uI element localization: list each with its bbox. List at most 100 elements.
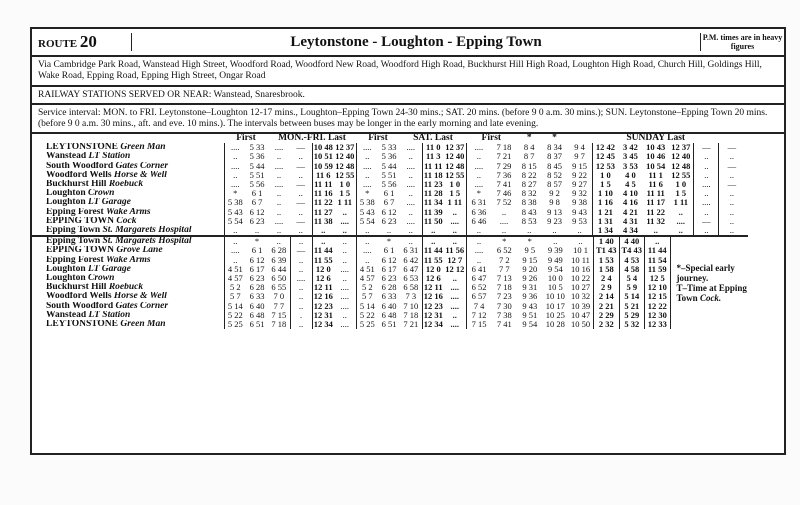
departure-time: 12 5 (644, 274, 670, 284)
timetable-row: Loughton LT Garage 5 38 6 7.. —11 22 1 11 5 3… (32, 198, 745, 208)
departure-time: .... (465, 143, 492, 153)
departure-time: 11 1 (648, 170, 663, 180)
departure-time: 5 33 (381, 143, 397, 153)
departure-time: 7 29 (496, 161, 512, 171)
stop-name: Buckhurst Hill Roebuck (32, 283, 224, 292)
departure-time: 10 50 (570, 320, 591, 330)
departure-time: 9 8 (549, 198, 560, 208)
departure-time: 11 23 (421, 180, 444, 190)
departure-time: 6 42 (403, 255, 419, 265)
departure-time: .... (355, 180, 378, 190)
departure-time: 11 11 (646, 189, 665, 199)
departure-time: 1 0 (449, 180, 461, 190)
departure-time: 5 38 (223, 198, 246, 208)
departure-time: .. (452, 274, 457, 284)
departure-time: 12 23 (421, 301, 444, 311)
departure-time: 8 22 (521, 170, 537, 180)
column-heading: * (552, 134, 557, 143)
stop-town: South Woodford (46, 301, 114, 311)
departure-time: 6 17 (381, 264, 397, 274)
departure-time: 8 53 (521, 216, 537, 226)
stop-place: St. Margarets Hospital (102, 236, 192, 247)
departure-time: 6 28 (249, 283, 265, 293)
departure-time: .. (311, 226, 334, 236)
departure-time: 7 46 (496, 189, 512, 199)
departure-time: .. (289, 255, 312, 265)
timetable-row: Epping Forest Wake Arms.. 6 12 6 39.. 11 55… (32, 255, 748, 265)
departure-time: 3 53 (622, 161, 638, 171)
departure-time: 12 40 (445, 152, 465, 162)
departure-time: .. (578, 236, 583, 247)
departure-time: .. (276, 170, 282, 180)
departure-time: 12 30 (644, 310, 670, 321)
departure-time: .. (465, 255, 492, 265)
stop-name: Loughton LT Garage (32, 198, 224, 207)
departure-time: .... (465, 161, 492, 171)
departure-time: .... (499, 216, 509, 226)
departure-time: .... (340, 301, 350, 311)
departure-time: 7 15 (271, 310, 287, 320)
stop-name: Wanstead LT Station (32, 311, 224, 320)
departure-time: .. (355, 170, 378, 181)
departure-time: .. (342, 236, 347, 247)
departure-time: 9 4 (574, 143, 585, 153)
stop-place: LT Station (88, 310, 131, 320)
departure-time: .. (342, 207, 347, 217)
stop-place: Gates Corner (115, 161, 169, 171)
service-interval: Service interval: MON. to FRI. Leytonsto… (32, 105, 784, 134)
departure-time: 2 21 (593, 301, 619, 311)
departure-time: 5 38 (355, 198, 378, 208)
stop-town: EPPING TOWN (46, 216, 115, 226)
stop-place: Roebuck (108, 180, 144, 190)
departure-time: 9 32 (572, 189, 588, 199)
departure-time: .. (355, 236, 378, 247)
stop-place: Wake Arms (106, 207, 151, 217)
departure-time: 4 51 (223, 264, 246, 275)
departure-time: 8 37 (547, 152, 562, 162)
departure-time: .. (223, 152, 246, 162)
departure-time: .. (342, 255, 347, 265)
departure-time: .... (223, 161, 246, 171)
departure-time: 8 38 (521, 198, 537, 208)
departure-time: 6 1 (251, 246, 263, 256)
stop-name: LEYTONSTONE Green Man (32, 143, 224, 152)
departure-time: 12 10 (644, 283, 670, 293)
stop-town: Loughton (46, 189, 86, 199)
departure-time: .... (340, 292, 350, 302)
departure-time: 5 21 (618, 301, 645, 311)
stop-place: Crown (87, 274, 115, 284)
departure-time: 9 23 (547, 216, 562, 226)
departure-time: 11 34 (421, 198, 444, 208)
departure-time: 9 53 (572, 216, 588, 226)
departure-time: .. (408, 226, 413, 236)
column-heading: First (368, 134, 388, 143)
departure-time: 2 14 (593, 292, 619, 302)
departure-time: 11 50 (421, 216, 444, 227)
departure-time: 7 0 (273, 292, 285, 302)
departure-time: — (718, 180, 745, 190)
departure-time: 11 39 (421, 207, 444, 217)
departure-time: 10 43 (646, 143, 666, 153)
departure-time: 6 12 (249, 207, 265, 217)
departure-time: T1 43 (593, 246, 619, 256)
departure-time: .... (450, 301, 460, 311)
departure-time: 6 12 (381, 255, 397, 265)
departure-time: 10 28 (545, 320, 565, 330)
departure-time: 5 9 (618, 283, 645, 293)
departure-time: 4 53 (618, 255, 645, 265)
departure-time: 10 27 (570, 283, 591, 293)
departure-time: — (296, 143, 306, 153)
departure-time: 6 28 (271, 246, 287, 256)
departure-time: 6 12 (381, 207, 397, 217)
departure-time: 12 6 (311, 274, 334, 284)
departure-time: 7 7 (273, 301, 285, 311)
departure-time: 8 4 (523, 143, 535, 153)
departure-time: .. (718, 189, 745, 199)
departure-time: 5 44 (249, 161, 265, 171)
departure-time: .. (421, 236, 444, 247)
departure-time: 6 51 (249, 320, 265, 330)
departure-time: 6 33 (381, 292, 397, 302)
departure-time: — (718, 161, 745, 171)
